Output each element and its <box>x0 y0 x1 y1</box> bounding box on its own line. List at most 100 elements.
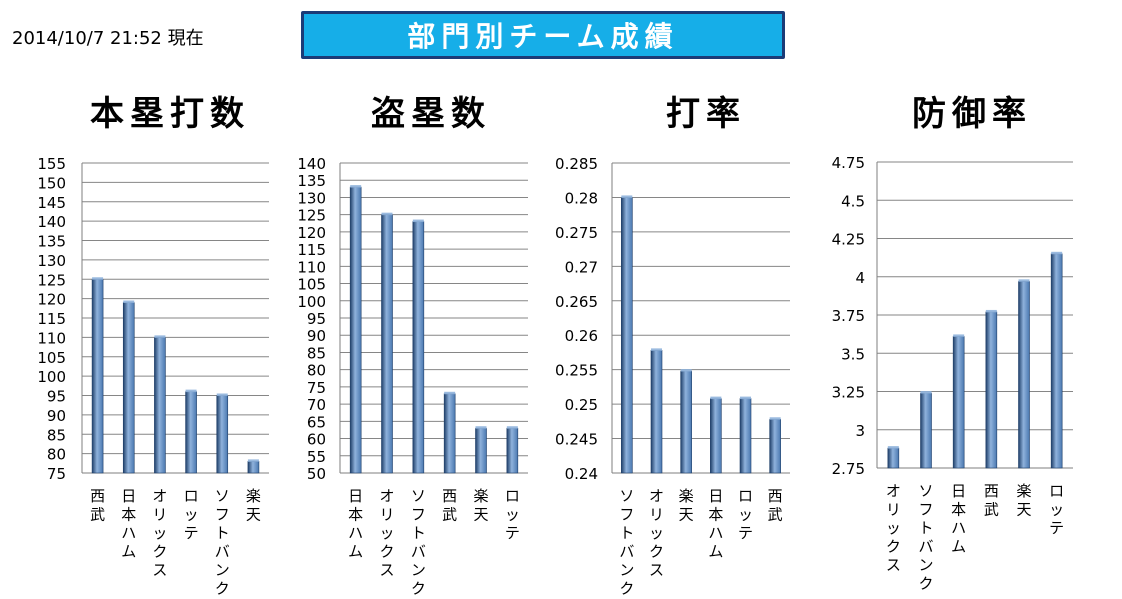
bar-top <box>985 309 997 313</box>
category-label: ロッテ <box>184 487 199 542</box>
bar <box>216 395 229 474</box>
bar-top <box>444 391 456 395</box>
y-tick-label: 130 <box>297 189 326 207</box>
y-tick-label: 4 <box>855 269 865 287</box>
y-tick-label: 125 <box>297 207 326 225</box>
chart-batting-average: 0.285 0.28 0.275 0.27 0.265 0.26 0.255 0.25 0.24… <box>555 155 790 598</box>
category-label: 日本ハム <box>708 487 723 561</box>
category-label: 楽天 <box>473 487 488 524</box>
bar-top <box>123 300 135 303</box>
bar <box>247 461 260 474</box>
category-label: ロッテ <box>505 487 520 542</box>
category-label: 楽天 <box>1016 482 1031 519</box>
timestamp: 2014/10/7 21:52 現在 <box>12 28 204 49</box>
y-tick-label: 85 <box>47 426 66 444</box>
y-tick-label: 90 <box>307 327 326 345</box>
bar <box>154 337 166 474</box>
y-tick-label: 0.245 <box>555 431 598 449</box>
y-tick-label: 140 <box>37 213 66 231</box>
category-label: 楽天 <box>246 487 261 524</box>
category-label: ロッテ <box>738 487 753 542</box>
bar <box>739 398 752 474</box>
y-tick-label: 145 <box>37 194 66 212</box>
y-tick-label: 95 <box>307 310 326 328</box>
y-tick-label: 80 <box>307 362 326 380</box>
y-tick-label: 75 <box>307 379 326 397</box>
bar <box>185 391 197 474</box>
chart-stolen-bases: 1401351301251201151101051009590858075706… <box>297 155 528 598</box>
y-tick-label: 65 <box>307 413 326 431</box>
y-tick-label: 85 <box>307 344 326 362</box>
bar <box>91 278 104 474</box>
y-tick-label: 95 <box>47 388 66 406</box>
category-label: ソフトバンク <box>918 482 933 593</box>
bar-top <box>381 212 393 216</box>
chart-title-stolen-bases: 盗塁数 <box>371 94 491 134</box>
category-label: 西武 <box>90 487 105 524</box>
y-tick-label: 130 <box>37 252 66 270</box>
y-tick-label: 105 <box>37 349 66 367</box>
bar <box>475 427 487 474</box>
bar-top <box>769 417 781 420</box>
y-tick-label: 4.75 <box>832 154 865 172</box>
bar <box>412 221 425 474</box>
y-tick-label: 0.27 <box>565 258 598 276</box>
y-tick-label: 75 <box>47 465 66 483</box>
y-tick-label: 2.75 <box>832 460 865 478</box>
category-label: 日本ハム <box>348 487 363 561</box>
category-label: 日本ハム <box>951 482 966 556</box>
chart-title-era: 防御率 <box>912 94 1032 134</box>
y-tick-label: 115 <box>37 310 66 328</box>
bar-top <box>412 219 424 223</box>
chart-title-batting-average: 打率 <box>666 94 746 134</box>
category-label: オリックス <box>886 482 901 574</box>
y-tick-label: 0.25 <box>565 396 598 414</box>
bar-top <box>651 348 662 351</box>
bar-top <box>216 393 228 396</box>
category-label: ロッテ <box>1049 482 1064 537</box>
bar <box>621 197 633 474</box>
bar-top <box>740 396 751 400</box>
y-tick-label: 125 <box>37 271 66 289</box>
bar <box>1050 253 1063 469</box>
y-tick-label: 120 <box>297 224 326 242</box>
bar <box>650 350 663 474</box>
bar-top <box>185 389 197 393</box>
y-tick-label: 105 <box>297 276 326 294</box>
bar-top <box>887 446 899 449</box>
y-tick-label: 0.265 <box>555 293 598 311</box>
y-tick-label: 80 <box>47 446 66 464</box>
category-label: ソフトバンク <box>215 487 230 598</box>
bar-top <box>475 426 487 429</box>
category-label: オリックス <box>379 487 394 579</box>
category-label: ソフトバンク <box>619 487 634 598</box>
y-tick-label: 0.24 <box>565 465 598 483</box>
y-tick-label: 135 <box>37 233 66 251</box>
category-label: 西武 <box>984 482 999 519</box>
y-tick-label: 60 <box>307 431 326 449</box>
y-tick-label: 50 <box>307 465 326 483</box>
y-tick-label: 150 <box>37 174 66 192</box>
y-tick-label: 0.255 <box>555 362 598 380</box>
y-tick-label: 0.285 <box>555 155 598 173</box>
page-title: 部門別チーム成績 <box>407 20 679 53</box>
category-label: ソフトバンク <box>411 487 426 598</box>
bar-top <box>621 195 633 198</box>
y-tick-label: 140 <box>297 155 326 173</box>
y-tick-label: 4.5 <box>841 192 865 210</box>
y-tick-label: 100 <box>37 368 66 386</box>
y-tick-label: 110 <box>297 258 326 276</box>
category-label: 西武 <box>768 487 783 524</box>
category-label: オリックス <box>152 487 167 579</box>
bar-top <box>710 396 722 400</box>
bar <box>920 392 932 469</box>
bar <box>887 447 900 469</box>
bar <box>122 302 135 474</box>
bar-top <box>154 335 166 338</box>
category-label: オリックス <box>649 487 664 579</box>
bar-top <box>920 391 932 394</box>
bar-top <box>92 277 104 280</box>
y-tick-label: 0.275 <box>555 224 598 242</box>
